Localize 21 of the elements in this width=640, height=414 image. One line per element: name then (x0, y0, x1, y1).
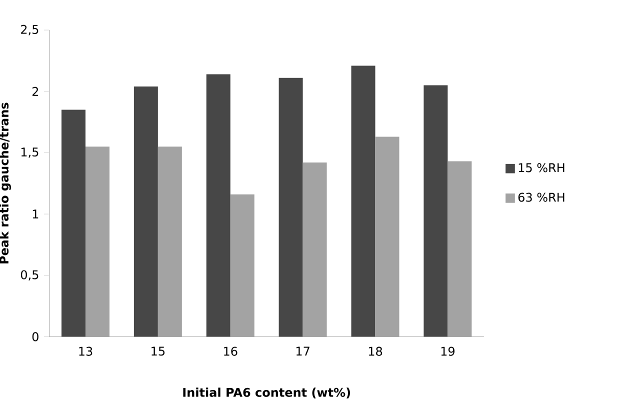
bar (134, 86, 158, 337)
x-tick-label: 13 (79, 346, 92, 356)
legend-label: 15 %RH (518, 163, 564, 172)
y-tick-label: 0,5 (20, 270, 38, 281)
bar (206, 74, 230, 337)
x-tick-label: 17 (296, 346, 310, 356)
x-tick-label: 19 (441, 346, 454, 356)
bar (61, 110, 86, 337)
x-tick-label: 16 (224, 346, 238, 356)
y-tick-label: 0 (32, 332, 38, 342)
bar (351, 66, 376, 337)
y-tick-label: 1 (32, 210, 38, 218)
bar (424, 85, 448, 337)
x-tick-label: 15 (152, 346, 165, 356)
bar (278, 78, 303, 337)
y-tick-label: 2 (32, 86, 38, 96)
x-tick-label: 18 (368, 346, 382, 356)
y-tick-label: 2,5 (21, 24, 38, 36)
y-tick-label: 1,5 (21, 148, 38, 158)
legend-label: 63 %RH (518, 192, 564, 202)
x-axis-title: Initial PA6 content (wt%) (183, 388, 350, 398)
